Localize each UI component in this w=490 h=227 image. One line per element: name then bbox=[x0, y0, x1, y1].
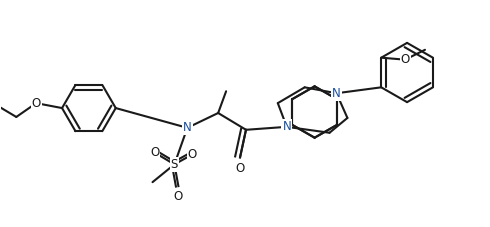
Text: N: N bbox=[282, 120, 291, 133]
Text: S: S bbox=[171, 158, 178, 171]
Text: N: N bbox=[183, 121, 192, 134]
Text: N: N bbox=[332, 87, 341, 100]
Text: O: O bbox=[31, 97, 41, 110]
Text: O: O bbox=[400, 53, 410, 66]
Text: O: O bbox=[188, 148, 197, 161]
Text: O: O bbox=[174, 190, 183, 203]
Text: O: O bbox=[235, 162, 245, 175]
Text: O: O bbox=[150, 146, 159, 159]
